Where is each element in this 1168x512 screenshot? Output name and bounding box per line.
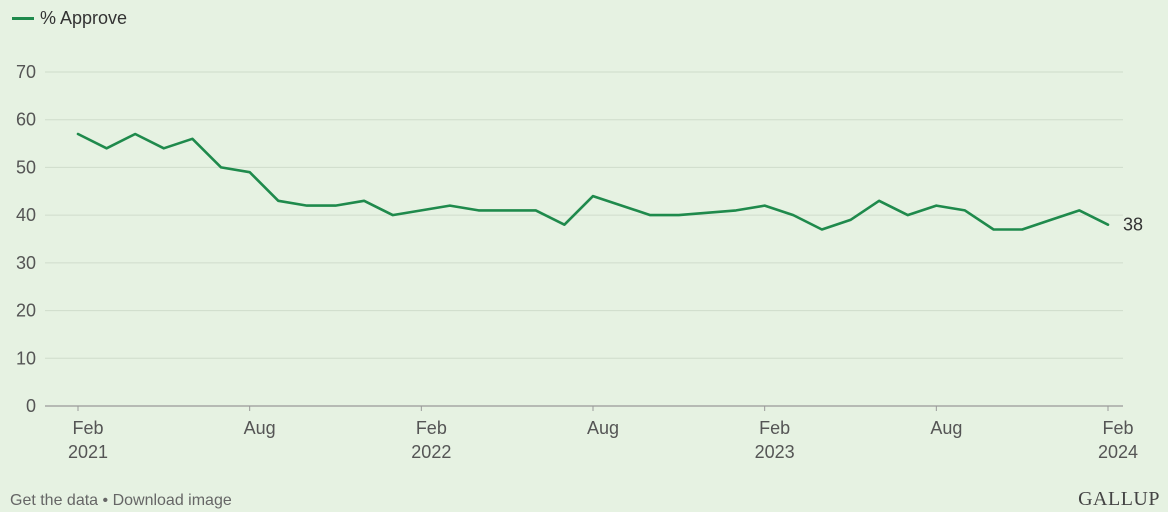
series-line-approve bbox=[76, 132, 1110, 231]
x-tick-label: Feb bbox=[1102, 418, 1133, 438]
x-tick-label: Aug bbox=[244, 418, 276, 438]
gridlines bbox=[45, 71, 1123, 407]
series-layer: 38 bbox=[76, 132, 1143, 235]
y-tick-label: 30 bbox=[16, 253, 36, 273]
download-image-link[interactable]: Download image bbox=[112, 492, 232, 509]
x-tick-label: 2024 bbox=[1098, 442, 1138, 462]
x-tick-label: 2022 bbox=[411, 442, 451, 462]
y-axis: 0 10 20 30 40 50 60 70 bbox=[16, 62, 36, 416]
x-tick-label: Feb bbox=[759, 418, 790, 438]
x-tick-label: 2023 bbox=[755, 442, 795, 462]
y-tick-label: 60 bbox=[16, 110, 36, 130]
legend-label: % Approve bbox=[40, 8, 128, 28]
y-tick-label: 0 bbox=[26, 396, 36, 416]
x-tick-label: Aug bbox=[587, 418, 619, 438]
x-tick-label: 2021 bbox=[68, 442, 108, 462]
footer-separator: • bbox=[98, 492, 113, 509]
footer-links: Get the data • Download image bbox=[10, 492, 232, 510]
legend-swatch bbox=[12, 17, 34, 20]
y-tick-label: 70 bbox=[16, 62, 36, 82]
x-tick-label: Feb bbox=[72, 418, 103, 438]
y-tick-label: 20 bbox=[16, 301, 36, 321]
end-value-label: 38 bbox=[1123, 215, 1143, 235]
x-axis: Feb 2021 Aug Feb 2022 Aug Feb 2023 Aug Feb 2024 bbox=[68, 406, 1138, 462]
x-tick-label: Aug bbox=[930, 418, 962, 438]
y-tick-label: 10 bbox=[16, 348, 36, 368]
get-data-link[interactable]: Get the data bbox=[10, 492, 99, 509]
x-tick-label: Feb bbox=[416, 418, 447, 438]
legend: % Approve bbox=[12, 8, 127, 29]
gallup-logo: GALLUP bbox=[1078, 488, 1160, 510]
y-tick-label: 50 bbox=[16, 157, 36, 177]
y-tick-label: 40 bbox=[16, 205, 36, 225]
